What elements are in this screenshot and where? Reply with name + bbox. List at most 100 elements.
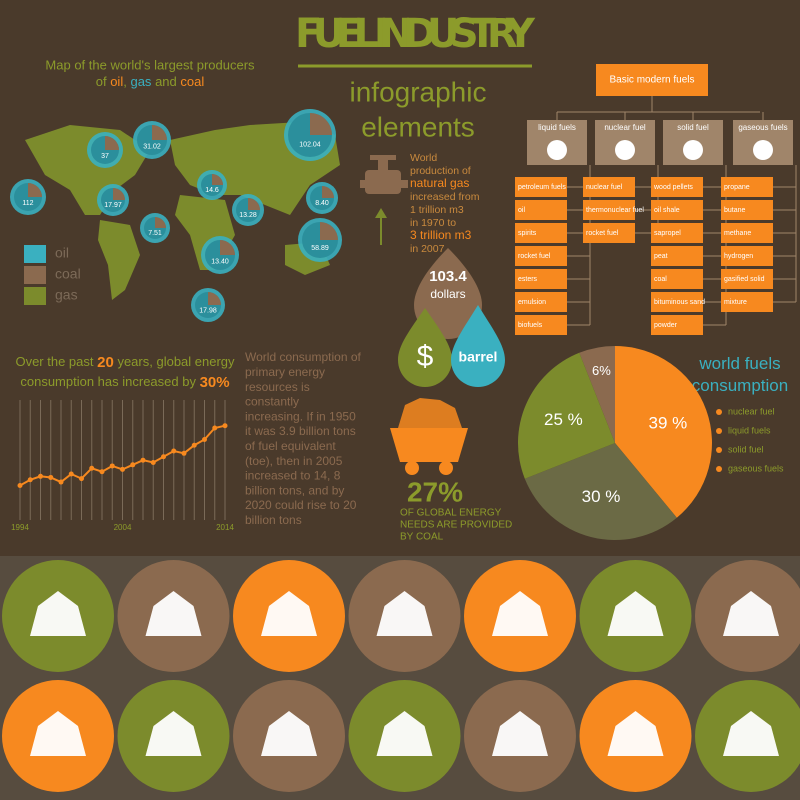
point bbox=[27, 477, 33, 483]
paragraph-line: increasing. If in 1950 bbox=[245, 409, 356, 423]
note-part: 30% bbox=[200, 374, 230, 391]
item-label: hydrogen bbox=[724, 253, 753, 260]
icon-glyph bbox=[492, 711, 548, 756]
icon-glyph bbox=[261, 591, 317, 636]
item-label: petroleum fuels bbox=[518, 184, 566, 191]
group-label: solid fuel bbox=[677, 123, 709, 132]
icon-glyph bbox=[376, 711, 433, 756]
gas-note-line: 1 trillion m3 bbox=[410, 204, 464, 216]
bubble-slice bbox=[310, 113, 332, 135]
item-box bbox=[651, 292, 703, 312]
caption-word: and bbox=[155, 74, 177, 89]
x-tick-label: 1994 bbox=[11, 523, 29, 532]
item-label: wood pellets bbox=[653, 184, 693, 191]
pie-title: world fuels consumption bbox=[692, 354, 788, 395]
group-label: liquid fuels bbox=[538, 123, 576, 132]
gas-note-line: in 1970 to bbox=[410, 217, 456, 229]
fuels-tree: Basic modern fuels liquid fuels petroleum … bbox=[515, 64, 797, 335]
subtitle: infographic bbox=[350, 76, 487, 107]
point bbox=[130, 462, 136, 468]
icon-glyph bbox=[723, 591, 779, 636]
item-label: mixture bbox=[724, 299, 747, 306]
item-box bbox=[721, 246, 773, 266]
drop bbox=[398, 308, 452, 387]
bubble-slice bbox=[320, 222, 338, 240]
bubble-slice bbox=[220, 240, 235, 255]
price-unit: dollars bbox=[430, 287, 465, 301]
icon-glyph bbox=[607, 591, 664, 636]
item-box bbox=[515, 246, 567, 266]
point bbox=[89, 465, 95, 471]
bubble-label: 112 bbox=[22, 200, 33, 207]
icon-glyph bbox=[492, 591, 548, 636]
bubble-label: 17.97 bbox=[104, 202, 122, 209]
point bbox=[99, 469, 105, 475]
root-label: Basic modern fuels bbox=[609, 75, 694, 86]
point bbox=[48, 474, 54, 480]
icon-glyph bbox=[30, 591, 86, 636]
coal-line: OF GLOBAL ENERGY bbox=[400, 508, 502, 519]
paragraph-line: 2020 could rise to 20 bbox=[245, 498, 357, 512]
coal-line: NEEDS ARE PROVIDED bbox=[400, 520, 512, 531]
item-label: esters bbox=[518, 276, 538, 283]
item-label: butane bbox=[724, 207, 746, 214]
coal-share: 27% bbox=[407, 476, 463, 507]
paragraph-line: of fuel equivalent bbox=[245, 439, 336, 453]
arrow-head bbox=[375, 208, 387, 218]
item-box bbox=[583, 200, 635, 220]
legend-label: nuclear fuel bbox=[728, 406, 775, 416]
icon-glyph bbox=[607, 711, 664, 756]
bubble-slice bbox=[152, 125, 167, 140]
paragraph-line: it was 3.9 billion tons bbox=[245, 424, 356, 438]
bubble-slice bbox=[248, 198, 260, 210]
group-icon bbox=[615, 140, 635, 160]
subtitle: elements bbox=[361, 111, 475, 142]
point bbox=[181, 450, 187, 456]
item-box bbox=[651, 200, 703, 220]
item-box bbox=[515, 292, 567, 312]
paragraph-line: (toe), then in 2005 bbox=[245, 454, 343, 468]
gas-note-line: increased from bbox=[410, 191, 480, 203]
icon-glyph bbox=[261, 711, 317, 756]
caption-word: of bbox=[96, 74, 107, 89]
item-box bbox=[721, 177, 773, 197]
icon-glyph bbox=[376, 591, 433, 636]
icon-glyph bbox=[145, 591, 202, 636]
price-drops: 103.4 dollars $ barrel bbox=[398, 248, 505, 387]
wheel bbox=[405, 461, 419, 475]
item-box bbox=[721, 269, 773, 289]
pie-title-line: world fuels bbox=[698, 354, 780, 373]
title: FUEL INDUSTRY bbox=[295, 11, 536, 57]
item-label: nuclear fuel bbox=[586, 184, 623, 191]
item-label: sapropel bbox=[654, 230, 681, 237]
pie-slice bbox=[518, 352, 615, 479]
note-part: years, global energy bbox=[117, 354, 235, 369]
map-caption: Map of the world's largest producers bbox=[45, 57, 255, 72]
bubble-slice bbox=[105, 136, 119, 150]
item-label: spirits bbox=[518, 230, 537, 237]
pie-slice bbox=[579, 346, 615, 443]
slice-label: 30 % bbox=[582, 487, 621, 506]
point bbox=[38, 473, 43, 479]
item-box bbox=[515, 200, 567, 220]
x-tick-label: 2014 bbox=[216, 523, 234, 532]
item-box bbox=[515, 269, 567, 289]
gas-note-line: 3 trillion m3 bbox=[410, 228, 472, 242]
legend-label: liquid fuels bbox=[728, 425, 771, 435]
point bbox=[120, 466, 125, 472]
item-label: rocket fuel bbox=[586, 230, 619, 237]
bubble-slice bbox=[28, 183, 42, 197]
energy-note: Over the past 20 years, global energy bbox=[15, 354, 235, 371]
point bbox=[222, 423, 228, 429]
item-label: oil shale bbox=[654, 207, 680, 214]
item-box bbox=[583, 177, 635, 197]
bubble-slice bbox=[155, 217, 166, 228]
bubble-label: 58.89 bbox=[311, 245, 329, 252]
item-label: gasified solid bbox=[724, 276, 765, 283]
coal-cart bbox=[390, 398, 468, 475]
point bbox=[68, 471, 74, 477]
map-caption: of oil, gas and coal bbox=[96, 74, 205, 89]
paragraph-line: resources is bbox=[245, 380, 310, 394]
x-tick-label: 2004 bbox=[114, 523, 132, 532]
